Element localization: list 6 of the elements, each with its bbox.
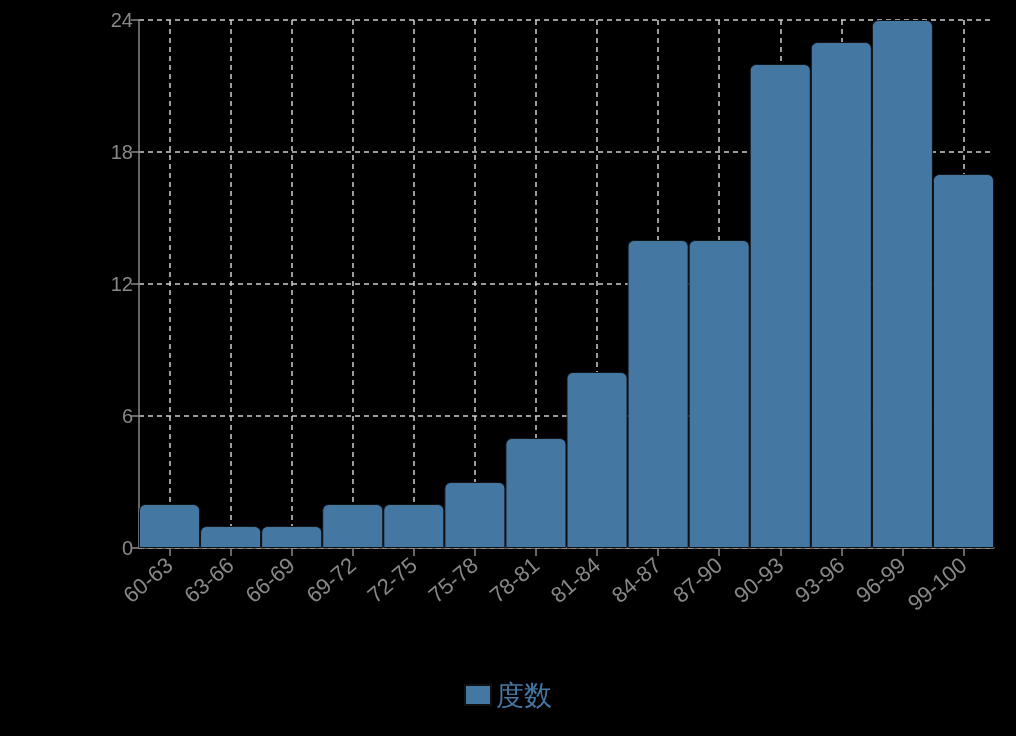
y-tick-label: 0 [121, 537, 133, 559]
y-tick-label: 12 [110, 273, 133, 295]
legend-label: 度数 [496, 679, 552, 711]
y-tick-label: 24 [110, 9, 133, 31]
y-tick-label: 6 [121, 405, 133, 427]
y-tick-label: 18 [110, 141, 133, 163]
